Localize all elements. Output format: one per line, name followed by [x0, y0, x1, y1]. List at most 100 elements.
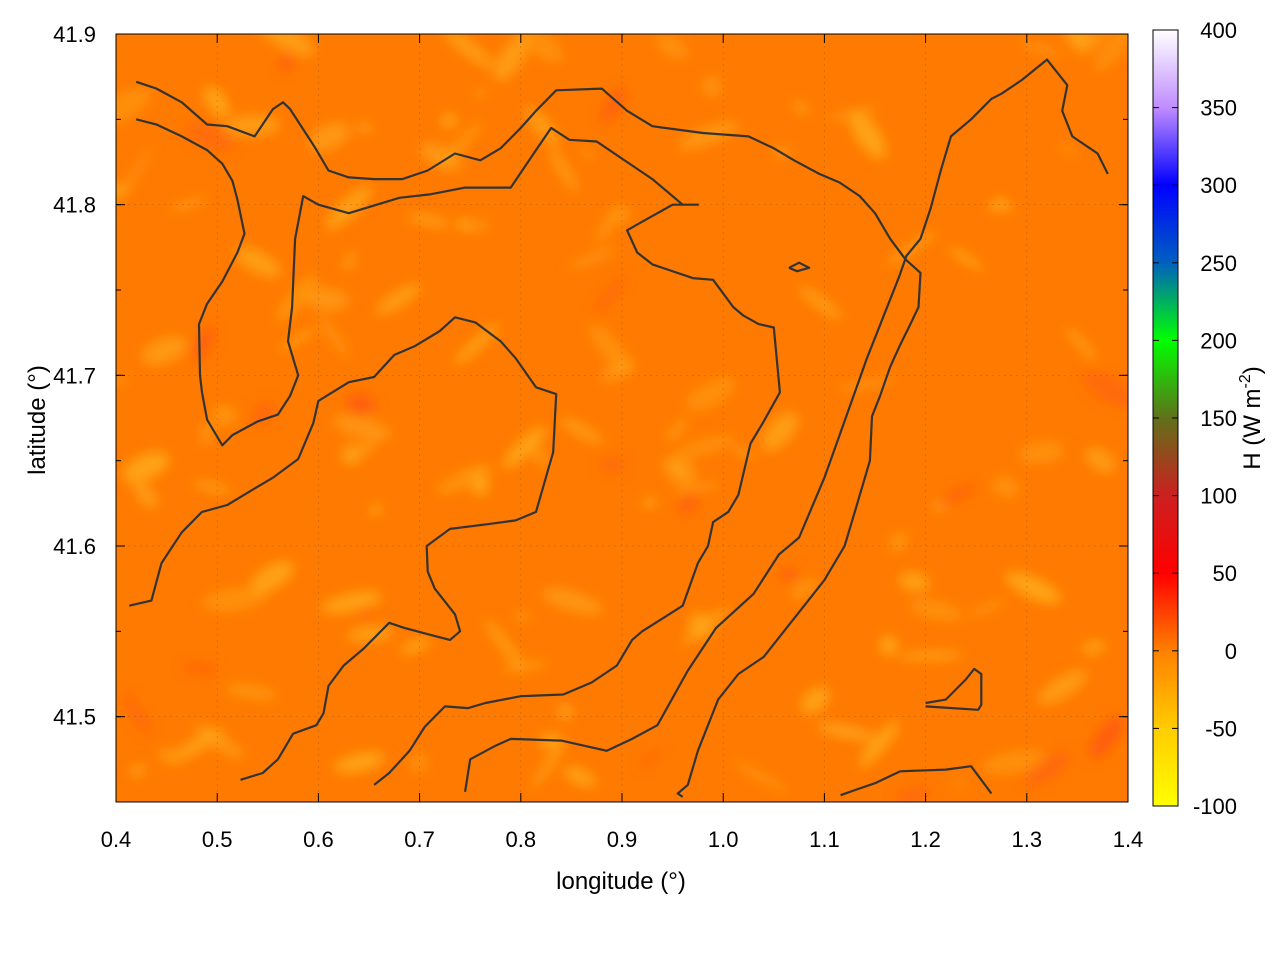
cool-streak — [1085, 447, 1116, 474]
cool-streak — [436, 464, 492, 495]
colorbar-tick-label: 200 — [1200, 328, 1237, 353]
cool-streak — [816, 723, 876, 740]
x-tick-label: 0.5 — [202, 827, 233, 852]
x-tick-label: 1.1 — [809, 827, 840, 852]
colorbar-tick-label: 150 — [1200, 406, 1237, 431]
warm-patch — [191, 326, 216, 361]
cool-streak — [454, 323, 500, 366]
warm-patch — [1089, 715, 1125, 759]
contour-line — [840, 765, 993, 797]
warm-patch — [594, 275, 627, 316]
cool-streak — [1077, 34, 1110, 55]
cool-streak — [275, 273, 318, 323]
cool-streak — [531, 444, 549, 469]
cool-streak — [858, 720, 900, 768]
cool-streak — [408, 752, 429, 773]
x-tick-label: 0.9 — [607, 827, 638, 852]
cool-streak — [502, 426, 547, 469]
warm-patch — [677, 492, 699, 515]
cool-streak — [730, 444, 755, 461]
cool-streak — [375, 283, 422, 315]
cool-streak — [672, 482, 720, 493]
sensible-heat-field — [116, 34, 1128, 802]
cool-streak — [332, 414, 392, 441]
colorbar-label-close: ) — [1239, 366, 1266, 374]
cool-streak — [342, 252, 356, 271]
cool-streak — [685, 377, 737, 412]
cool-streak — [484, 618, 524, 669]
cool-streak — [677, 121, 740, 150]
warm-patch — [252, 401, 274, 426]
cool-streak — [444, 34, 493, 68]
warm-patch — [1082, 370, 1128, 408]
cool-streak — [589, 322, 633, 376]
colorbar-tick-label: 350 — [1200, 96, 1237, 121]
cool-streak — [369, 504, 383, 516]
cool-streak — [203, 85, 230, 118]
colorbar-tick-label: 300 — [1200, 173, 1237, 198]
cool-streak — [399, 637, 432, 655]
cool-streak — [966, 599, 1007, 617]
cool-streak — [325, 185, 372, 230]
cool-streak — [981, 749, 1046, 775]
cool-streak — [761, 411, 799, 452]
cool-streak — [557, 705, 573, 719]
cool-streak — [641, 497, 658, 508]
cool-streak — [317, 314, 350, 359]
cool-streak — [116, 88, 152, 128]
colorbar-tick-label: 0 — [1225, 639, 1237, 664]
x-tick-label: 0.6 — [303, 827, 334, 852]
cool-streak — [320, 591, 383, 614]
y-tick-label: 41.6 — [53, 534, 96, 559]
x-tick-label: 0.7 — [404, 827, 435, 852]
colorbar: -100 -50 0 50 100 150 200 250 300 350 400 H (W m-2… — [1152, 18, 1266, 819]
cool-streak — [1018, 41, 1064, 56]
cool-streak — [849, 111, 887, 159]
cool-streak — [663, 456, 695, 483]
cool-streak — [1094, 34, 1128, 72]
cool-streak — [493, 35, 529, 82]
y-tick-label: 41.7 — [53, 363, 96, 388]
cool-streak — [798, 285, 843, 320]
colorbar-label-exp: -2 — [1237, 374, 1254, 388]
warm-patch — [780, 568, 800, 582]
cool-streak — [1081, 640, 1106, 654]
cool-streak — [234, 246, 282, 278]
warm-patch — [182, 663, 218, 674]
cool-streak — [419, 142, 463, 171]
cool-streak — [566, 247, 618, 270]
cool-streak — [1037, 669, 1088, 705]
x-axis-label: longitude (°) — [556, 868, 686, 895]
cool-streak — [733, 760, 789, 794]
warm-patch — [599, 457, 626, 473]
cool-streak — [223, 683, 280, 700]
axis-ticks: 0.4 0.5 0.6 0.7 0.8 0.9 1.0 1.1 1.2 1.3 1.4 41.5 41.… — [53, 22, 1143, 852]
x-tick-label: 1.2 — [910, 827, 941, 852]
cool-streak — [879, 635, 898, 656]
cool-streak — [457, 217, 472, 232]
contour-line — [464, 58, 1109, 792]
cool-streak — [116, 184, 129, 197]
warm-patch — [1023, 752, 1070, 787]
cool-streak — [1018, 441, 1066, 465]
cool-streak — [800, 686, 830, 714]
warm-patch — [638, 747, 663, 770]
contour-line — [925, 667, 983, 711]
colorbar-tick-label: 50 — [1213, 561, 1237, 586]
warm-patch — [359, 608, 372, 619]
cool-streak — [835, 377, 898, 392]
colorbar-tick-label: -100 — [1193, 794, 1237, 819]
cool-streak — [688, 613, 713, 638]
cool-streak — [1065, 325, 1098, 363]
cool-streak — [541, 588, 604, 615]
colorbar-tick-label: 100 — [1200, 484, 1237, 509]
cool-streak — [951, 776, 967, 789]
cool-streak — [792, 99, 810, 115]
cool-streak — [356, 122, 372, 134]
cool-streak — [278, 327, 317, 353]
cool-streak — [826, 106, 880, 121]
y-axis-label: latitude (°) — [24, 365, 51, 475]
cool-streak — [305, 287, 349, 311]
warm-patch — [185, 122, 237, 151]
contour-line — [135, 118, 782, 786]
